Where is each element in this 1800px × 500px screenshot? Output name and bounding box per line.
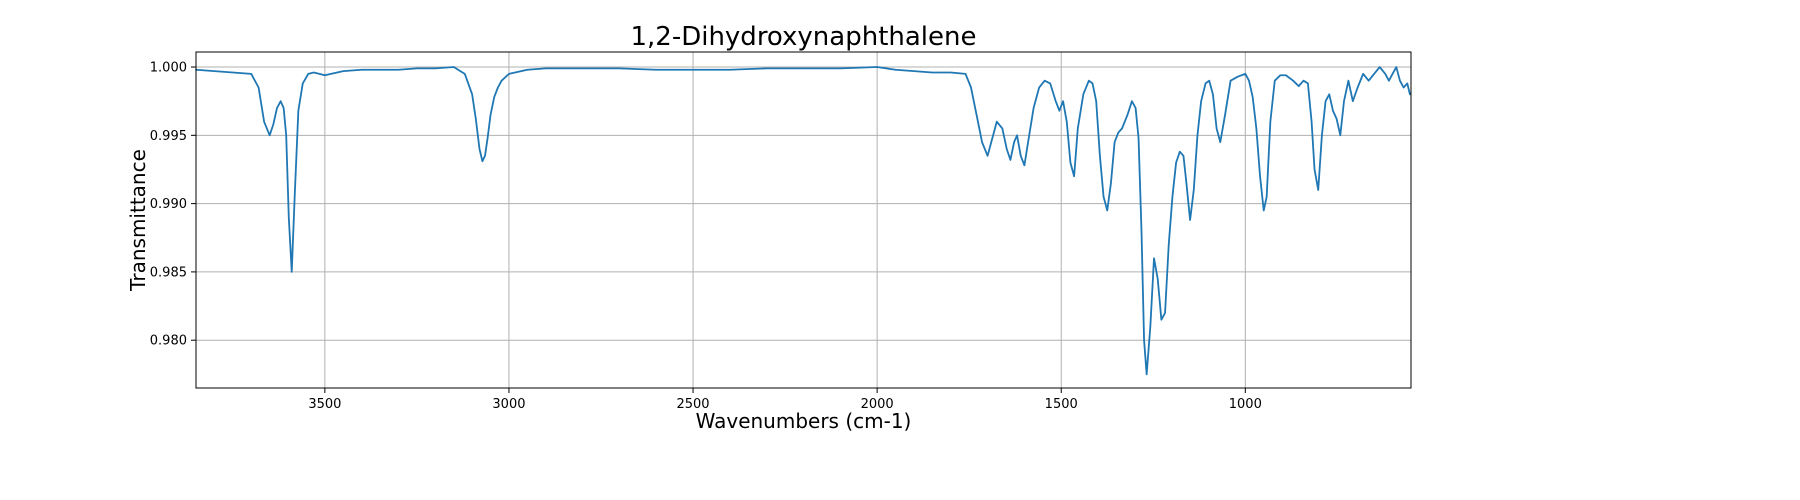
y-tick-label: 0.985 (150, 265, 187, 280)
x-tick-label: 3500 (308, 397, 341, 412)
y-axis-title: Transmittance (126, 149, 150, 292)
chart-title: 1,2-Dihydroxynaphthalene (630, 22, 976, 52)
x-tick-label: 1000 (1229, 397, 1262, 412)
y-tick-label: 1.000 (150, 61, 187, 76)
series-line-transmittance (195, 66, 1411, 376)
axis-ticks: 3500 3000 2500 2000 1500 1000 0.980 0.985 0.990 0… (150, 61, 1262, 412)
x-tick-label: 3000 (492, 397, 525, 412)
y-tick-label: 0.980 (150, 334, 187, 349)
x-axis-title: Wavenumbers (cm-1) (696, 409, 912, 433)
plot-frame (195, 51, 1412, 389)
series-layer (195, 66, 1411, 376)
y-tick-label: 0.990 (150, 197, 187, 212)
grid (196, 52, 1411, 388)
x-tick-label: 1500 (1045, 397, 1078, 412)
x-tick-label: 2000 (861, 397, 894, 412)
y-tick-label: 0.995 (150, 129, 187, 144)
x-tick-label: 2500 (676, 397, 709, 412)
